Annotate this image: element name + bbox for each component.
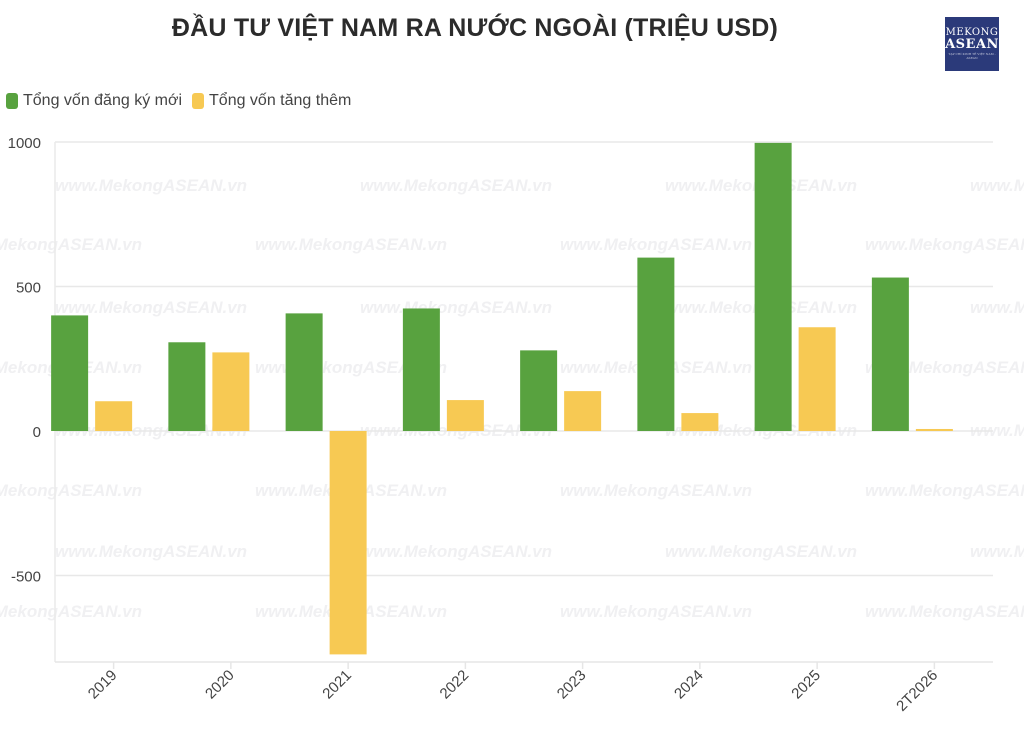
y-tick-label: 500 xyxy=(16,280,41,297)
watermark-text: www.MekongASEAN.vn xyxy=(970,421,1024,440)
legend-label: Tổng vốn tăng thêm xyxy=(209,92,352,109)
watermark-text: www.MekongASEAN.vn xyxy=(55,176,248,195)
bar-new-capital-2022[interactable] xyxy=(402,308,440,431)
legend-item-new-capital[interactable]: Tổng vốn đăng ký mới xyxy=(6,92,182,110)
watermark-text: www.MekongASEAN.vn xyxy=(560,235,753,254)
chart-title: ĐẦU TƯ VIỆT NAM RA NƯỚC NGOÀI (TRIỆU USD… xyxy=(171,14,779,42)
bar-added-capital-2025[interactable] xyxy=(798,327,836,431)
watermark-text: www.MekongASEAN.vn xyxy=(55,298,248,317)
watermark-text: www.MekongASEAN.vn xyxy=(255,235,448,254)
bar-added-capital-2T2026[interactable] xyxy=(915,428,953,431)
watermark-text: www.MekongASEAN.vn xyxy=(560,481,753,500)
legend-label: Tổng vốn đăng ký mới xyxy=(23,92,183,109)
watermark-text: www.MekongASEAN.vn xyxy=(0,235,143,254)
x-tick-label: 2021 xyxy=(319,667,355,703)
x-tick-label: 2019 xyxy=(85,667,121,703)
x-tick-label: 2023 xyxy=(554,667,590,703)
bar-added-capital-2022[interactable] xyxy=(446,400,484,431)
y-tick-label: -500 xyxy=(11,569,41,586)
bar-new-capital-2023[interactable] xyxy=(520,350,558,431)
watermark-text: www.MekongASEAN.vn xyxy=(865,481,1024,500)
watermark-text: www.MekongASEAN.vn xyxy=(55,542,248,561)
legend-swatch-yellow-icon xyxy=(192,93,205,109)
bar-added-capital-2024[interactable] xyxy=(681,413,719,431)
y-tick-label: 1000 xyxy=(8,135,41,152)
bar-added-capital-2021[interactable] xyxy=(329,431,367,655)
x-tick-label: 2024 xyxy=(671,667,707,703)
bar-new-capital-2025[interactable] xyxy=(754,142,792,431)
legend-swatch-green-icon xyxy=(6,93,18,109)
x-tick-label: 2T2026 xyxy=(893,667,941,715)
bar-new-capital-2021[interactable] xyxy=(285,313,323,431)
mekong-asean-logo: MEKONG ASEAN TẠP CHÍ KINH TẾ VIỆT NAM - … xyxy=(945,17,999,71)
bar-added-capital-2020[interactable] xyxy=(212,352,250,431)
watermark-text: www.MekongASEAN.vn xyxy=(360,176,553,195)
watermark-text: www.MekongASEAN.vn xyxy=(865,235,1024,254)
watermark-text: www.MekongASEAN.vn xyxy=(970,176,1024,195)
legend-item-added-capital[interactable]: Tổng vốn tăng thêm xyxy=(192,92,351,110)
watermark-text: www.MekongASEAN.vn xyxy=(0,481,143,500)
bar-new-capital-2024[interactable] xyxy=(637,257,675,431)
watermark-text: www.MekongASEAN.vn xyxy=(360,542,553,561)
x-tick-label: 2020 xyxy=(202,667,238,703)
bar-new-capital-2T2026[interactable] xyxy=(871,277,909,431)
watermark-text: www.MekongASEAN.vn xyxy=(560,602,753,621)
watermark-text: www.MekongASEAN.vn xyxy=(970,542,1024,561)
watermark-text: www.MekongASEAN.vn xyxy=(665,542,858,561)
bar-added-capital-2023[interactable] xyxy=(564,391,602,431)
y-tick-label: 0 xyxy=(33,424,41,441)
watermark-text: www.MekongASEAN.vn xyxy=(970,298,1024,317)
bar-new-capital-2020[interactable] xyxy=(168,342,206,431)
bar-new-capital-2019[interactable] xyxy=(51,315,89,431)
chart-legend: Tổng vốn đăng ký mới Tổng vốn tăng thêm xyxy=(6,92,361,110)
watermark-text: www.MekongASEAN.vn xyxy=(0,602,143,621)
x-tick-label: 2025 xyxy=(788,667,824,703)
bar-added-capital-2019[interactable] xyxy=(95,401,133,431)
x-tick-label: 2022 xyxy=(437,667,473,703)
watermark-text: www.MekongASEAN.vn xyxy=(865,602,1024,621)
